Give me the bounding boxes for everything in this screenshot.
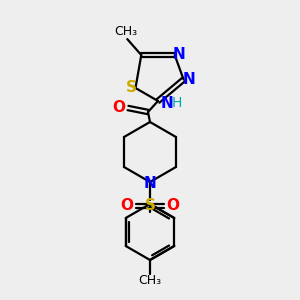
Text: O: O <box>112 100 125 115</box>
Text: N: N <box>172 46 185 62</box>
Text: O: O <box>167 199 179 214</box>
Text: S: S <box>145 199 155 214</box>
Text: S: S <box>126 80 137 95</box>
Text: N: N <box>182 72 195 87</box>
Text: CH₃: CH₃ <box>138 274 162 286</box>
Text: CH₃: CH₃ <box>115 25 138 38</box>
Text: O: O <box>121 199 134 214</box>
Text: H: H <box>172 96 182 110</box>
Text: N: N <box>144 176 156 190</box>
Text: N: N <box>160 95 173 110</box>
